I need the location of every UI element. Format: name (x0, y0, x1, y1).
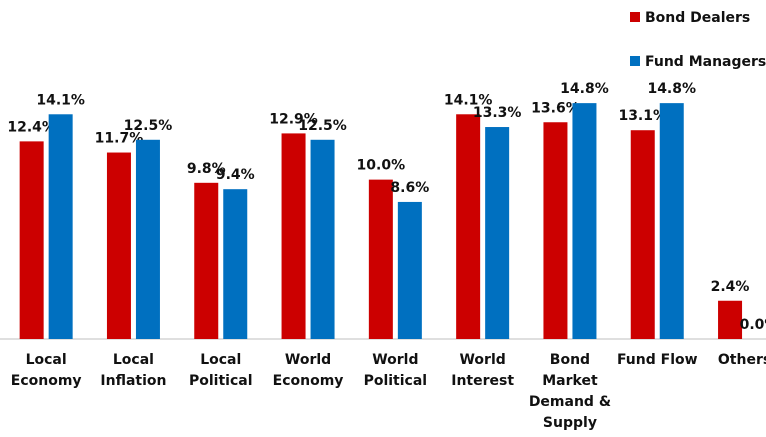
x-tick-label: World Interest (451, 352, 515, 389)
value-label: 12.5% (124, 118, 173, 134)
value-label: 14.8% (560, 81, 609, 97)
value-label: 13.3% (473, 105, 522, 121)
x-tick-label: World Economy (272, 352, 344, 389)
bar (485, 127, 510, 339)
bar (19, 141, 44, 339)
value-label: 14.1% (444, 92, 493, 108)
x-tick-label: Fund Flow (616, 352, 698, 368)
value-label: 2.4% (711, 279, 750, 295)
value-label: 12.4% (7, 119, 56, 135)
x-tick-label: Local Economy (10, 352, 82, 389)
bar (48, 114, 73, 339)
x-tick-label: Local Political (188, 352, 253, 389)
legend-swatch (630, 56, 640, 66)
value-label: 10.0% (357, 158, 406, 174)
bar (718, 300, 743, 339)
value-label: 13.6% (531, 100, 580, 116)
value-label: 8.6% (390, 180, 429, 196)
bar (106, 152, 131, 339)
bar (135, 139, 160, 339)
value-label: 14.8% (647, 81, 696, 97)
value-label: 11.7% (95, 131, 144, 147)
bar (368, 179, 393, 339)
bar (194, 182, 219, 339)
value-label: 12.5% (298, 118, 347, 134)
value-label: 14.1% (36, 92, 85, 108)
x-tick-label: Bond Market Demand & Supply (528, 352, 612, 431)
bar (310, 139, 335, 339)
x-tick-label: World Political (363, 352, 428, 389)
value-label: 9.4% (216, 167, 255, 183)
legend-label: Fund Managers (645, 54, 766, 70)
x-tick-label: Local Inflation (100, 352, 167, 389)
value-label: 9.8% (187, 161, 226, 177)
value-label: 13.1% (618, 108, 667, 124)
bar (223, 189, 248, 339)
bar (397, 201, 422, 339)
value-label: 0.0% (740, 317, 766, 333)
bar (543, 122, 568, 339)
x-tick-label: Others (717, 352, 766, 368)
bar (572, 103, 597, 339)
bar (659, 103, 684, 339)
bar (281, 133, 306, 339)
legend-swatch (630, 12, 640, 22)
bar (456, 114, 481, 339)
bar (630, 130, 655, 339)
value-label: 12.9% (269, 111, 318, 127)
legend-label: Bond Dealers (645, 10, 750, 26)
